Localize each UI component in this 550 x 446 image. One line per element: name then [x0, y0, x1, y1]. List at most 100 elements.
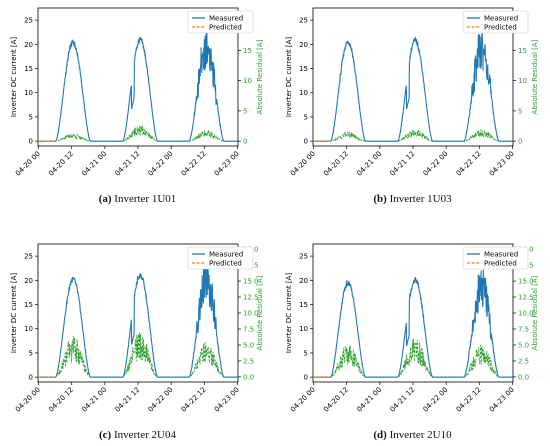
- y-tick-label: 15: [24, 301, 33, 309]
- y-tick-label: 0: [304, 138, 308, 146]
- legend-measured-label: Measured: [484, 15, 518, 23]
- y-tick-label: 25: [299, 17, 308, 25]
- x-tick-label: 04-21 00: [355, 386, 383, 414]
- legend-box: [462, 10, 529, 34]
- y-tick-label: 15: [24, 65, 33, 73]
- legend-predicted-label: Predicted: [209, 260, 242, 268]
- y-right-tick-label: 15.0: [243, 278, 259, 286]
- legend-measured-label: Measured: [209, 251, 243, 259]
- measured-line: [38, 260, 238, 378]
- x-tick-label: 04-20 12: [322, 150, 350, 178]
- residual-line: [38, 125, 238, 142]
- y-tick-label: 10: [24, 89, 33, 97]
- legend-measured-label: Measured: [209, 15, 243, 23]
- residual-line: [313, 338, 513, 378]
- x-tick-label: 04-20 12: [47, 386, 75, 414]
- x-tick-label: 04-23 00: [213, 386, 241, 414]
- legend-predicted-label: Predicted: [209, 24, 242, 32]
- y-tick-label: 20: [24, 41, 33, 49]
- caption-d: (d) Inverter 2U10: [275, 429, 550, 441]
- y-right-tick-label: 5.0: [518, 341, 529, 349]
- x-tick-label: 04-21 12: [388, 150, 416, 178]
- y-axis-label: Inverter DC current [A]: [10, 37, 18, 117]
- x-tick-label: 04-23 00: [488, 150, 516, 178]
- x-tick-label: 04-22 12: [180, 386, 208, 414]
- residual-line: [38, 332, 238, 378]
- y-right-tick-label: 0.0: [243, 373, 254, 381]
- x-tick-label: 04-20 00: [14, 150, 42, 178]
- y-right-tick-label: 15.0: [518, 278, 534, 286]
- legend-box: [187, 10, 254, 34]
- x-tick-label: 04-21 00: [355, 150, 383, 178]
- y-right-tick-label: 2.5: [518, 357, 529, 365]
- y-right-tick-label: 15: [243, 47, 252, 55]
- x-tick-label: 04-22 12: [455, 150, 483, 178]
- x-tick-label: 04-20 00: [289, 386, 317, 414]
- x-tick-label: 04-21 00: [80, 150, 108, 178]
- y-right-tick-label: 12.5: [518, 294, 534, 302]
- y-right-tick-label: 12.5: [243, 294, 259, 302]
- caption-a-tag: (a): [98, 193, 112, 205]
- y-right-tick-label: 7.5: [518, 325, 529, 333]
- y-tick-label: 5: [304, 349, 308, 357]
- legend-predicted-label: Predicted: [484, 24, 517, 32]
- y-right-tick-label: 2.5: [243, 357, 254, 365]
- y-tick-label: 15: [299, 301, 308, 309]
- y-tick-label: 0: [29, 138, 33, 146]
- y-right-tick-label: 10: [243, 77, 252, 85]
- y-axis-label: Inverter DC current [A]: [285, 37, 293, 117]
- y-tick-label: 25: [24, 17, 33, 25]
- x-tick-label: 04-20 00: [14, 386, 42, 414]
- y-right-axis-label: Absolute Residual [A]: [256, 275, 264, 350]
- measured-line: [313, 31, 513, 142]
- caption-d-tag: (d): [373, 429, 387, 441]
- x-tick-label: 04-23 00: [488, 386, 516, 414]
- x-tick-label: 04-23 00: [213, 150, 241, 178]
- y-right-axis-label: Absolute Residual [A]: [256, 39, 264, 114]
- y-tick-label: 20: [299, 277, 308, 285]
- y-tick-label: 5: [304, 113, 308, 121]
- y-tick-label: 20: [24, 277, 33, 285]
- x-tick-label: 04-21 12: [113, 386, 141, 414]
- caption-d-text: Inverter 2U10: [389, 429, 452, 441]
- y-tick-label: 25: [24, 253, 33, 261]
- y-tick-label: 10: [24, 325, 33, 333]
- y-tick-label: 0: [304, 374, 308, 382]
- y-right-tick-label: 15: [518, 47, 527, 55]
- caption-a: (a) Inverter 1U01: [0, 193, 275, 205]
- y-tick-label: 5: [29, 349, 33, 357]
- x-tick-label: 04-21 12: [388, 386, 416, 414]
- x-tick-label: 04-20 00: [289, 150, 317, 178]
- y-right-axis-label: Absolute Residual [A]: [531, 275, 539, 350]
- y-right-tick-label: 5: [518, 107, 522, 115]
- caption-c-text: Inverter 2U04: [113, 429, 176, 441]
- y-right-tick-label: 10.0: [243, 310, 259, 318]
- legend-box: [187, 246, 254, 270]
- caption-c: (c) Inverter 2U04: [0, 429, 275, 441]
- x-tick-label: 04-22 00: [147, 386, 175, 414]
- chart-panel-3: 05101520250.02.55.07.510.012.515.017.520…: [285, 243, 539, 414]
- y-right-tick-label: 7.5: [243, 325, 254, 333]
- caption-a-text: Inverter 1U01: [114, 193, 177, 205]
- x-tick-label: 04-22 00: [422, 150, 450, 178]
- y-right-axis-label: Absolute Residual [A]: [531, 39, 539, 114]
- caption-b-tag: (b): [373, 193, 387, 205]
- y-right-tick-label: 0: [518, 138, 522, 146]
- legend-predicted-label: Predicted: [484, 260, 517, 268]
- x-tick-label: 04-21 00: [80, 386, 108, 414]
- caption-b-text: Inverter 1U03: [389, 193, 452, 205]
- y-right-tick-label: 0.0: [518, 373, 529, 381]
- measured-line: [313, 269, 513, 378]
- y-tick-label: 20: [299, 41, 308, 49]
- y-right-tick-label: 10.0: [518, 310, 534, 318]
- caption-b: (b) Inverter 1U03: [275, 193, 550, 205]
- y-tick-label: 10: [299, 325, 308, 333]
- x-tick-label: 04-22 00: [422, 386, 450, 414]
- y-axis-label: Inverter DC current [A]: [285, 273, 293, 353]
- residual-line: [313, 129, 513, 142]
- y-right-tick-label: 5: [243, 107, 247, 115]
- x-tick-label: 04-22 12: [455, 386, 483, 414]
- x-tick-label: 04-22 12: [180, 150, 208, 178]
- caption-c-tag: (c): [99, 429, 112, 441]
